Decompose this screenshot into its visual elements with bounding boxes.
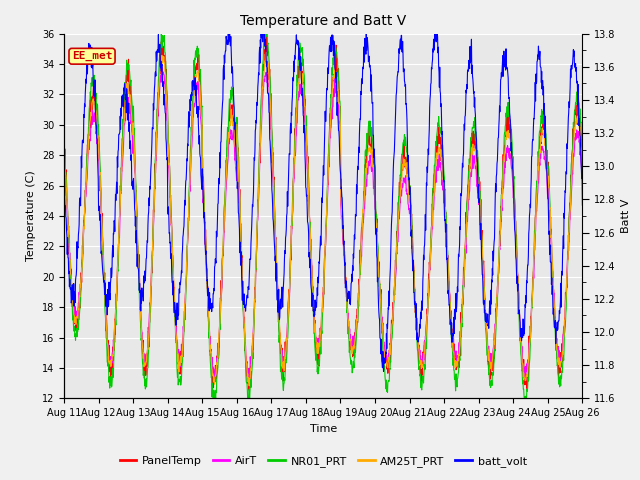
NR01_PRT [522,402,530,408]
NR01_PRT [163,87,170,93]
batt_volt [234,186,241,192]
AM25T_PRT [262,49,270,55]
PanelTemp [472,145,479,151]
PanelTemp [175,364,183,370]
AirT [518,349,525,355]
PanelTemp [262,30,270,36]
AirT [60,152,68,158]
AirT [246,380,253,386]
batt_volt [60,171,68,177]
X-axis label: Time: Time [310,424,337,433]
Line: batt_volt: batt_volt [64,24,582,372]
batt_volt [404,152,412,158]
AirT [234,156,241,162]
AM25T_PRT [163,96,170,102]
PanelTemp [579,155,586,160]
Line: NR01_PRT: NR01_PRT [64,28,582,405]
AM25T_PRT [579,163,586,168]
AM25T_PRT [175,359,183,365]
PanelTemp [163,105,170,110]
PanelTemp [234,134,241,140]
AirT [472,162,479,168]
NR01_PRT [517,354,525,360]
NR01_PRT [60,140,68,145]
batt_volt [380,369,387,374]
NR01_PRT [234,127,241,132]
NR01_PRT [579,153,586,158]
Y-axis label: Batt V: Batt V [621,199,632,233]
AirT [159,65,166,71]
Title: Temperature and Batt V: Temperature and Batt V [240,14,406,28]
PanelTemp [245,387,253,393]
Line: AM25T_PRT: AM25T_PRT [64,52,582,386]
AM25T_PRT [404,179,412,184]
PanelTemp [404,166,412,172]
AirT [176,354,184,360]
NR01_PRT [472,138,479,144]
batt_volt [175,286,183,292]
AM25T_PRT [245,383,253,389]
batt_volt [472,125,479,131]
AirT [404,201,412,206]
Y-axis label: Temperature (C): Temperature (C) [26,170,36,262]
AM25T_PRT [234,132,241,138]
Text: EE_met: EE_met [72,51,112,61]
AM25T_PRT [60,144,68,150]
AM25T_PRT [518,350,525,356]
AM25T_PRT [472,156,479,162]
Line: PanelTemp: PanelTemp [64,33,582,390]
Line: AirT: AirT [64,68,582,383]
NR01_PRT [404,162,412,168]
PanelTemp [518,342,525,348]
batt_volt [518,338,525,344]
Legend: PanelTemp, AirT, NR01_PRT, AM25T_PRT, batt_volt: PanelTemp, AirT, NR01_PRT, AM25T_PRT, ba… [115,451,531,471]
AirT [579,178,586,183]
PanelTemp [60,135,68,141]
batt_volt [260,21,268,27]
NR01_PRT [175,379,183,384]
batt_volt [579,202,586,208]
AirT [163,118,171,123]
batt_volt [163,152,170,157]
NR01_PRT [263,25,271,31]
